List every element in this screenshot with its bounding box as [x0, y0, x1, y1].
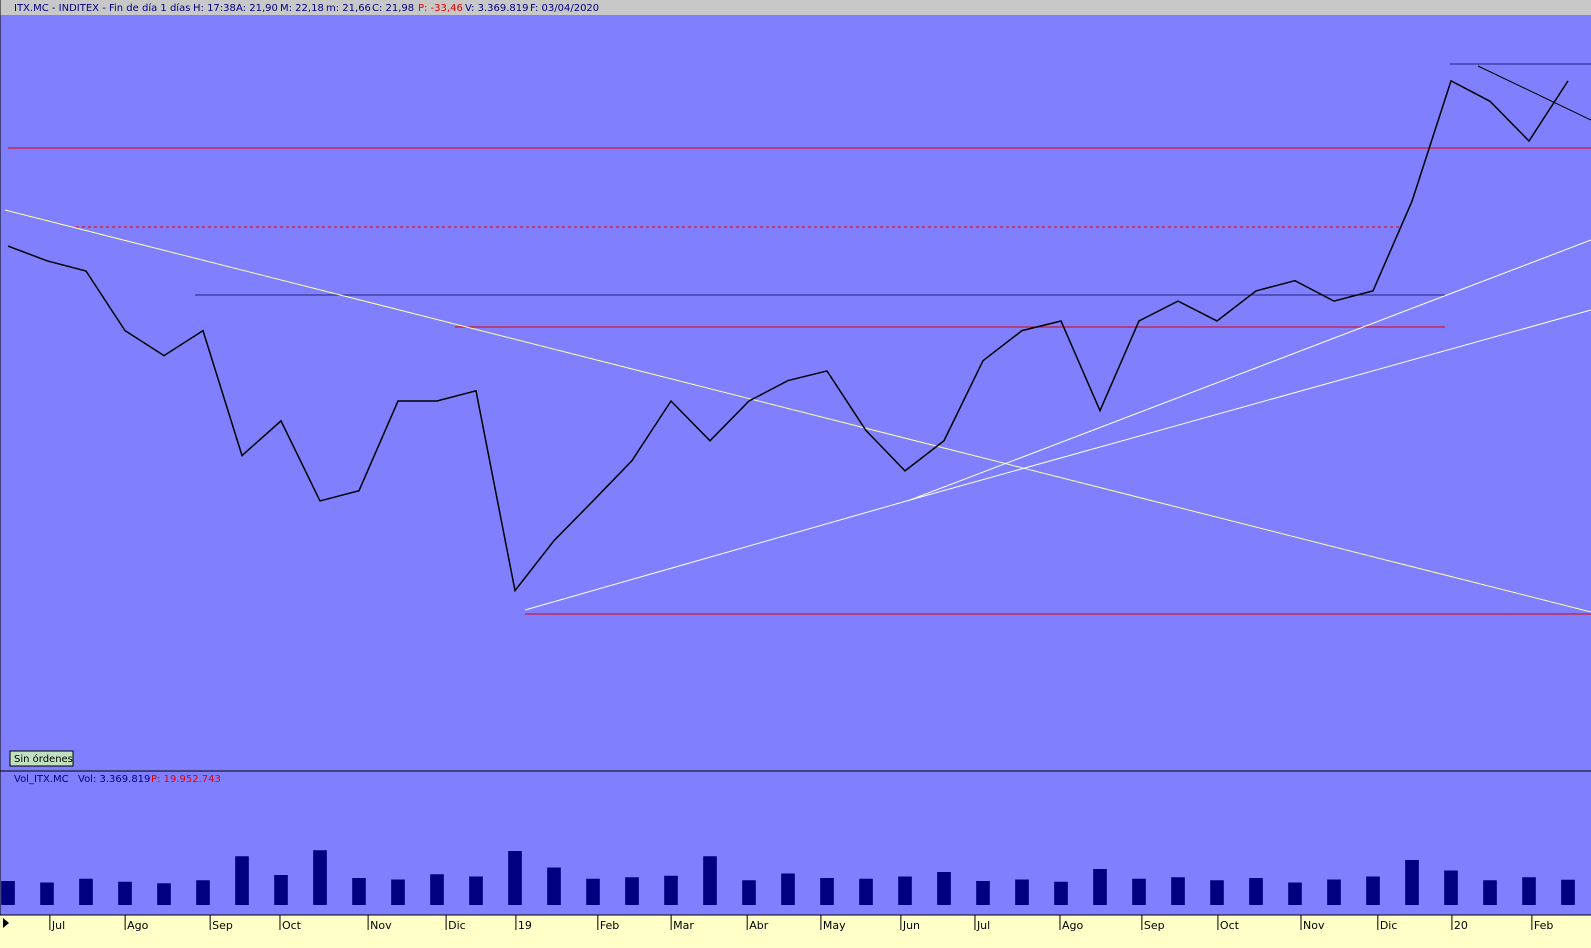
volume-bar: [1249, 878, 1263, 905]
header-high: M: 22,18: [280, 3, 324, 14]
x-tick-label: Nov: [370, 919, 392, 932]
volume-bar: [1210, 880, 1224, 905]
x-tick-label: Oct: [1220, 919, 1240, 932]
trend-line: [1477, 65, 1591, 121]
volume-value: Vol: 3.369.819: [78, 774, 150, 785]
header-volume: V: 3.369.819: [465, 3, 528, 14]
volume-bar: [586, 878, 600, 905]
x-tick-label: 19: [518, 919, 532, 932]
scroll-arrow[interactable]: [3, 918, 9, 928]
volume-bar: [313, 850, 327, 905]
volume-bar: [196, 880, 210, 905]
volume-bar: [235, 856, 249, 905]
x-tick-label: Feb: [1534, 919, 1553, 932]
orders-button[interactable]: [9, 750, 74, 767]
volume-bar: [898, 876, 912, 905]
header-time: H: 17:38: [193, 3, 236, 14]
volume-bar: [1132, 878, 1146, 905]
volume-bar: [430, 874, 444, 905]
volume-bar: [1015, 879, 1029, 905]
orders-button-label[interactable]: Sin órdenes: [14, 753, 73, 765]
x-tick-label: Feb: [600, 919, 619, 932]
header-open: A: 21,90: [236, 3, 278, 14]
x-tick-label: May: [823, 919, 846, 932]
x-tick-label: Jul: [51, 919, 65, 932]
volume-bar: [859, 878, 873, 905]
volume-bar: [703, 856, 717, 905]
volume-bar: [1288, 882, 1302, 905]
volume-bar: [118, 881, 132, 905]
volume-bar: [1, 881, 15, 905]
x-axis-band: [0, 915, 1591, 948]
x-tick-label: Ago: [127, 919, 149, 932]
volume-bar: [1054, 881, 1068, 905]
x-tick-label: Ago: [1062, 919, 1084, 932]
x-tick-label: Dic: [1380, 919, 1398, 932]
x-tick-label: Abr: [749, 919, 769, 932]
x-tick-label: Sep: [212, 919, 233, 932]
volume-bar: [274, 875, 288, 905]
volume-bar: [742, 880, 756, 905]
x-tick-label: 20: [1454, 919, 1468, 932]
header-date: F: 03/04/2020: [530, 3, 599, 14]
volume-bar: [1561, 879, 1575, 905]
volume-bar: [781, 873, 795, 905]
header-symbol: ITX.MC - INDITEX - Fin de día 1 días: [14, 2, 190, 14]
volume-bar: [157, 883, 171, 905]
volume-total: P: 19.952.743: [151, 774, 221, 785]
x-tick-label: Jul: [976, 919, 990, 932]
x-tick-label: Dic: [448, 919, 466, 932]
volume-bar: [1093, 869, 1107, 905]
volume-name: Vol_ITX.MC: [14, 774, 69, 785]
header-low: m: 21,66: [326, 3, 371, 14]
volume-bar: [1171, 877, 1185, 905]
volume-bar: [1405, 860, 1419, 905]
volume-bar: [547, 867, 561, 905]
trend-line: [4, 209, 1591, 613]
price-line: [7, 79, 1569, 593]
volume-bar: [469, 876, 483, 905]
x-tick-label: Sep: [1144, 919, 1165, 932]
x-tick-label: Oct: [282, 919, 302, 932]
volume-bar: [664, 875, 678, 905]
volume-bar: [976, 881, 990, 905]
volume-bar: [1522, 877, 1536, 905]
volume-bar: [1483, 880, 1497, 905]
trend-line: [909, 309, 1591, 501]
trend-line: [909, 239, 1591, 501]
header-change: P: -33,46: [418, 3, 463, 14]
volume-bar: [79, 878, 93, 905]
volume-bar: [820, 878, 834, 905]
x-tick-label: Mar: [673, 919, 694, 932]
x-tick-label: Nov: [1303, 919, 1325, 932]
header-bar: [0, 0, 1591, 15]
trend-line: [524, 499, 911, 611]
volume-bar: [937, 872, 951, 905]
volume-bar: [625, 877, 639, 905]
volume-bar: [1327, 879, 1341, 905]
volume-bar: [508, 851, 522, 905]
header-close: C: 21,98: [372, 3, 414, 14]
volume-bar: [391, 879, 405, 905]
volume-bar: [1444, 870, 1458, 905]
volume-bar: [1366, 876, 1380, 905]
x-tick-label: Jun: [902, 919, 920, 932]
volume-bar: [40, 882, 54, 905]
volume-bar: [352, 878, 366, 905]
